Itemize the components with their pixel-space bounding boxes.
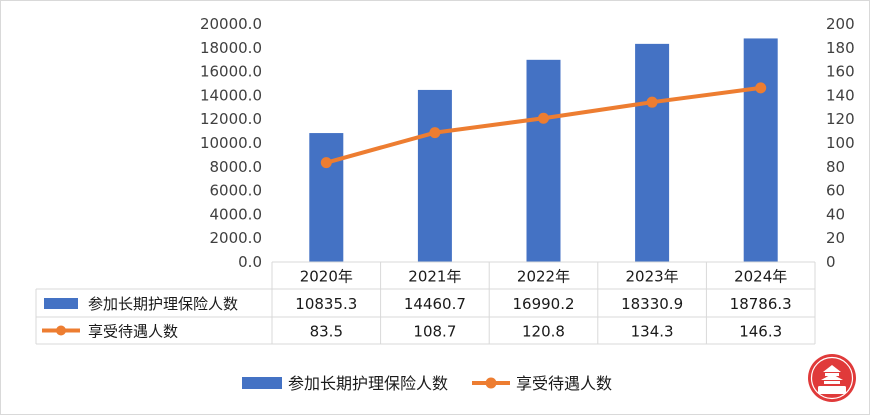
- table-series-name: 参加长期护理保险人数: [88, 295, 238, 313]
- bar: [743, 38, 778, 263]
- bar: [309, 133, 344, 262]
- legend-key-marker: [485, 377, 497, 389]
- data-label: 16990.2: [512, 295, 574, 313]
- data-label: 120.8: [522, 323, 565, 341]
- data-label: 146.3: [739, 323, 782, 341]
- legend-label: 享受待遇人数: [516, 374, 612, 393]
- y-left-tick-label: 20000.0: [200, 15, 262, 33]
- data-label: 18330.9: [621, 295, 683, 313]
- data-label: 108.7: [413, 323, 456, 341]
- y-right-tick-label: 180: [826, 39, 855, 57]
- data-label: 14460.7: [404, 295, 466, 313]
- y-left-tick-label: 18000.0: [200, 39, 262, 57]
- data-label: 134.3: [631, 323, 674, 341]
- category-label: 2024年: [734, 268, 787, 286]
- y-left-tick-label: 14000.0: [200, 86, 262, 104]
- legend-key-bar: [242, 377, 282, 389]
- category-label: 2023年: [626, 268, 679, 286]
- data-label: 18786.3: [730, 295, 792, 313]
- y-right-tick-label: 0: [826, 253, 836, 271]
- data-label: 10835.3: [295, 295, 357, 313]
- y-right-tick-label: 40: [826, 205, 845, 223]
- legend-label: 参加长期护理保险人数: [288, 374, 448, 393]
- category-label: 2022年: [517, 268, 570, 286]
- y-right-tick-label: 100: [826, 134, 855, 152]
- legend-key-bar: [44, 298, 78, 309]
- line-point: [755, 82, 767, 94]
- y-left-tick-label: 6000.0: [210, 182, 263, 200]
- line-point: [538, 112, 549, 124]
- bar: [417, 89, 452, 263]
- watermark-logo-icon: [806, 352, 858, 404]
- line-point: [320, 157, 332, 169]
- bar: [526, 59, 561, 262]
- y-left-tick-label: 8000.0: [210, 158, 263, 176]
- y-left-tick-label: 2000.0: [210, 229, 263, 247]
- y-right-tick-label: 60: [826, 182, 845, 200]
- category-label: 2021年: [408, 268, 461, 286]
- y-left-tick-label: 10000.0: [200, 134, 262, 152]
- y-right-tick-label: 160: [826, 63, 855, 81]
- y-left-tick-label: 0.0: [238, 253, 262, 271]
- line-point: [646, 96, 658, 108]
- y-left-tick-label: 12000.0: [200, 110, 262, 128]
- legend-key-marker: [56, 325, 66, 336]
- y-right-tick-label: 20: [826, 229, 845, 247]
- table-series-name: 享受待遇人数: [88, 323, 178, 341]
- data-label: 83.5: [310, 323, 343, 341]
- bar: [635, 43, 670, 262]
- y-left-tick-label: 16000.0: [200, 63, 262, 81]
- line-point: [429, 127, 441, 139]
- y-left-tick-label: 4000.0: [210, 205, 263, 223]
- y-right-tick-label: 120: [826, 110, 855, 128]
- y-right-tick-label: 80: [826, 158, 845, 176]
- category-label: 2020年: [300, 268, 353, 286]
- y-right-tick-label: 200: [826, 15, 855, 33]
- y-right-tick-label: 140: [826, 86, 855, 104]
